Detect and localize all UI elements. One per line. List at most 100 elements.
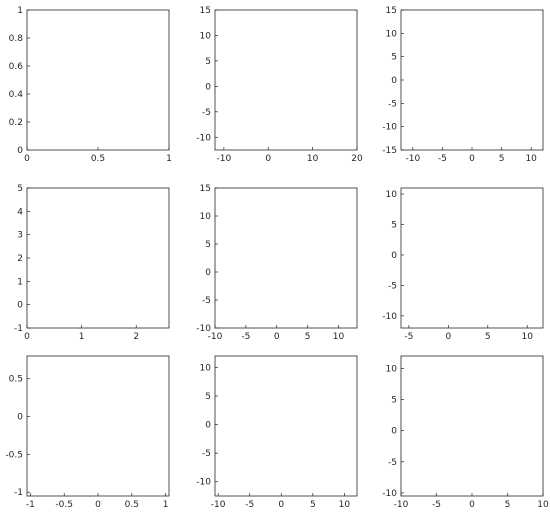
y-tick-label: -15 <box>382 146 397 156</box>
y-tick-label: 1 <box>17 6 23 16</box>
y-tick-label: 0 <box>205 268 211 278</box>
panel-row3-col1: -1 -0.5 0 0.5 1 -1 -0.5 0 0.5 <box>5 355 170 510</box>
panel-row1-col2: -10 0 10 20 -10 -5 0 5 10 15 <box>196 6 363 164</box>
x-tick-label: 0 <box>278 500 284 510</box>
x-tick-label: 20 <box>351 154 363 164</box>
y-tick-label: 2 <box>17 254 23 264</box>
x-tick-label: 1 <box>163 500 169 510</box>
y-tick-label: 5 <box>205 57 211 67</box>
x-tick-label: 1 <box>166 154 172 164</box>
axes-frame <box>214 187 358 329</box>
x-tick-label: -10 <box>211 500 226 510</box>
y-tick-label: 10 <box>386 364 398 374</box>
axes-frame <box>214 9 358 151</box>
y-tick-label: 15 <box>200 6 211 16</box>
axes-frame <box>26 355 170 497</box>
y-tick-label: -10 <box>196 324 211 334</box>
y-tick-label: 5 <box>391 221 397 231</box>
y-tick-label: -5 <box>388 99 397 109</box>
axes-frame <box>26 9 170 151</box>
y-tick-label: 0 <box>391 427 397 437</box>
x-tick-label: -5 <box>438 154 447 164</box>
x-tick-label: 5 <box>485 332 491 342</box>
x-tick-label: 10 <box>537 500 549 510</box>
axes-frame <box>400 9 544 151</box>
x-tick-label: -5 <box>241 332 250 342</box>
x-tick-label: 10 <box>521 332 533 342</box>
y-tick-label: 0 <box>17 413 23 423</box>
y-tick-label: 0 <box>17 146 23 156</box>
x-tick-label: -10 <box>405 154 420 164</box>
y-tick-label: 0.4 <box>9 90 24 100</box>
y-tick-label: 0 <box>391 251 397 261</box>
y-tick-label: 0 <box>205 82 211 92</box>
y-tick-label: -1 <box>14 488 23 498</box>
y-tick-label: 4 <box>17 207 23 217</box>
x-tick-label: 0 <box>265 154 271 164</box>
x-tick-label: -5 <box>245 500 254 510</box>
x-tick-label: 10 <box>525 154 537 164</box>
y-tick-label: 10 <box>200 31 212 41</box>
x-tick-label: 1 <box>79 332 85 342</box>
panel-row1-col3: -10 -5 0 5 10 -15 -10 -5 0 5 10 15 <box>382 6 544 164</box>
x-tick-label: 0.5 <box>91 154 105 164</box>
x-tick-label: -10 <box>394 500 409 510</box>
x-tick-label: -1 <box>26 500 35 510</box>
y-tick-label: -10 <box>382 123 397 133</box>
y-tick-label: -5 <box>388 281 397 291</box>
x-tick-label: -10 <box>217 154 232 164</box>
panel-row1-col1: 0 0.5 1 0 0.2 0.4 0.6 0.8 1 <box>9 6 172 164</box>
panel-row3-col2: -10 -5 0 5 10 -10 -5 0 5 10 <box>196 355 358 510</box>
y-tick-label: -5 <box>388 458 397 468</box>
y-tick-label: 5 <box>205 392 211 402</box>
y-tick-label: 10 <box>200 363 212 373</box>
y-tick-label: -0.5 <box>5 450 23 460</box>
x-tick-label: 0 <box>469 500 475 510</box>
x-tick-label: -0.5 <box>55 500 73 510</box>
x-tick-label: -5 <box>432 500 441 510</box>
y-tick-label: 5 <box>391 396 397 406</box>
x-tick-label: 10 <box>333 332 345 342</box>
x-tick-label: -10 <box>208 332 223 342</box>
x-tick-label: 5 <box>505 500 511 510</box>
y-tick-label: 0.6 <box>9 62 24 72</box>
axes-frame <box>400 355 544 497</box>
x-tick-label: 5 <box>305 332 311 342</box>
y-tick-label: -1 <box>14 324 23 334</box>
x-tick-label: 0 <box>24 332 30 342</box>
y-tick-label: -10 <box>382 312 397 322</box>
x-tick-label: 5 <box>499 154 505 164</box>
y-tick-label: -10 <box>382 489 397 499</box>
y-tick-label: 0.8 <box>9 34 24 44</box>
panel-row2-col3: -5 0 5 10 -10 -5 0 5 10 <box>382 187 544 342</box>
y-tick-label: 0 <box>205 421 211 431</box>
panel-row3-col3: -10 -5 0 5 10 -10 -5 0 5 10 <box>382 355 549 510</box>
x-tick-label: 0 <box>24 154 30 164</box>
x-tick-label: 0 <box>445 332 451 342</box>
y-tick-label: 15 <box>386 6 397 16</box>
y-tick-label: 10 <box>386 29 398 39</box>
x-tick-label: 2 <box>133 332 139 342</box>
y-tick-label: 15 <box>200 184 211 194</box>
y-tick-label: 1 <box>17 277 23 287</box>
axes-frame <box>400 187 544 329</box>
axes-frame <box>26 187 170 329</box>
y-tick-label: 5 <box>17 184 23 194</box>
y-tick-label: 0 <box>391 76 397 86</box>
y-tick-label: 5 <box>391 53 397 63</box>
panel-row2-col2: -10 -5 0 5 10 -10 -5 0 5 10 15 <box>196 184 358 342</box>
y-tick-label: 0 <box>17 301 23 311</box>
y-tick-label: 5 <box>205 240 211 250</box>
x-tick-label: -5 <box>404 332 413 342</box>
x-tick-label: 0 <box>95 500 101 510</box>
x-tick-label: 0 <box>469 154 475 164</box>
y-tick-label: 0.2 <box>9 118 23 128</box>
x-tick-label: 10 <box>339 500 351 510</box>
x-tick-label: 5 <box>310 500 316 510</box>
y-tick-label: -5 <box>202 296 211 306</box>
axes-frame <box>214 355 358 497</box>
x-tick-label: 0.5 <box>125 500 139 510</box>
y-tick-label: -5 <box>202 108 211 118</box>
